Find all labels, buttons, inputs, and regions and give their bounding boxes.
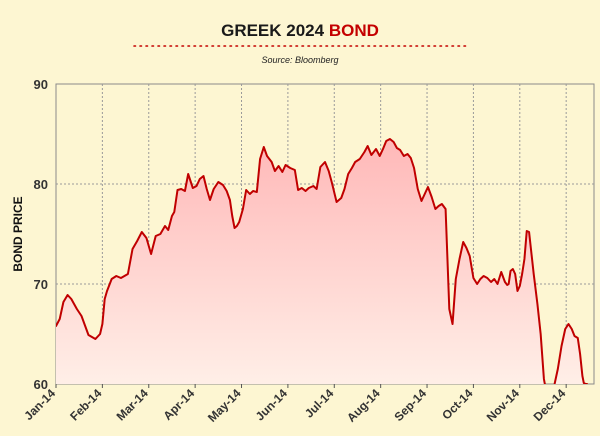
y-tick-label: 70	[34, 277, 48, 292]
x-tick-label: Nov-14	[484, 386, 522, 424]
y-tick-label: 60	[34, 377, 48, 392]
chart-title-main: GREEK 2024	[221, 21, 329, 40]
x-tick-label: Aug-14	[344, 386, 383, 425]
x-tick-label: Mar-14	[114, 386, 151, 423]
chart-title: GREEK 2024 BOND	[221, 21, 379, 40]
x-tick-label: May-14	[205, 386, 244, 425]
x-tick-label: Oct-14	[439, 386, 476, 423]
x-tick-label: Dec-14	[531, 386, 569, 424]
x-tick-label: Sep-14	[391, 386, 429, 424]
x-tick-label: Jul-14	[302, 386, 337, 421]
x-tick-label: Apr-14	[160, 386, 197, 423]
y-tick-label: 90	[34, 77, 48, 92]
y-tick-label: 80	[34, 177, 48, 192]
series-area-fill	[56, 139, 588, 384]
series-line	[56, 138, 589, 384]
x-tick-label: Jun-14	[253, 386, 290, 423]
x-tick-label: Feb-14	[67, 386, 104, 423]
chart-subtitle: Source: Bloomberg	[261, 55, 338, 65]
area-layer	[56, 138, 589, 384]
y-axis-label: BOND PRICE	[11, 196, 25, 271]
chart-title-accent: BOND	[329, 21, 379, 40]
